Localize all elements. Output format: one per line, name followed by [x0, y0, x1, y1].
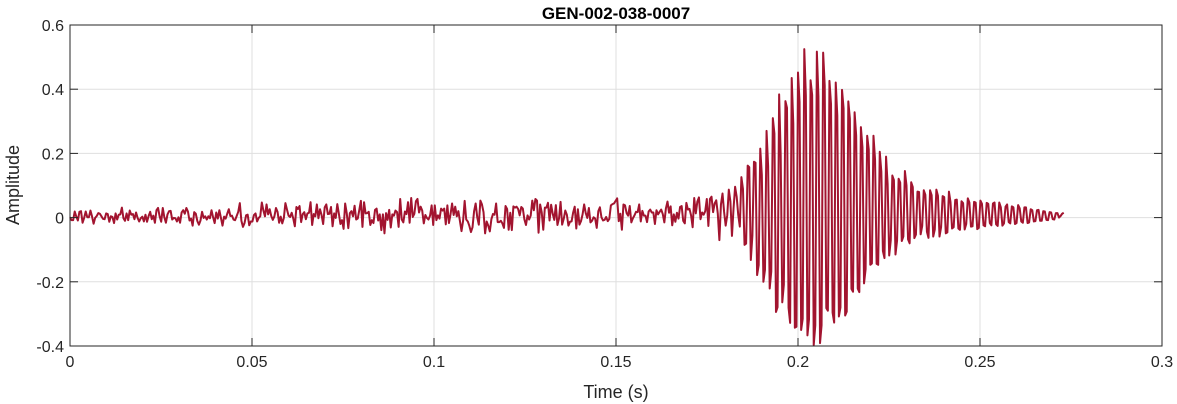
y-axis: -0.4 -0.2 0 0.2 0.4 0.6 — [36, 18, 1162, 356]
y-tick-label: 0 — [55, 211, 64, 228]
x-tick-label: 0.05 — [236, 354, 267, 371]
x-axis-label: Time (s) — [583, 382, 648, 402]
y-tick-label: -0.2 — [36, 275, 64, 292]
x-tick-label: 0.1 — [423, 354, 445, 371]
series-layer — [69, 48, 1065, 347]
x-tick-label: 0.2 — [787, 354, 809, 371]
y-tick-label: -0.4 — [36, 339, 64, 356]
x-tick-label: 0.25 — [964, 354, 995, 371]
x-tick-label: 0.3 — [1151, 354, 1173, 371]
y-axis-label: Amplitude — [3, 145, 23, 225]
y-tick-label: 0.6 — [42, 18, 64, 35]
signal-line — [69, 48, 1065, 347]
x-tick-label: 0 — [66, 354, 75, 371]
chart-title: GEN-002-038-0007 — [542, 4, 690, 23]
y-tick-label: 0.2 — [42, 146, 64, 163]
y-tick-label: 0.4 — [42, 82, 64, 99]
x-axis: 0 0.05 0.1 0.15 0.2 0.25 0.3 — [66, 25, 1173, 371]
x-tick-label: 0.15 — [600, 354, 631, 371]
